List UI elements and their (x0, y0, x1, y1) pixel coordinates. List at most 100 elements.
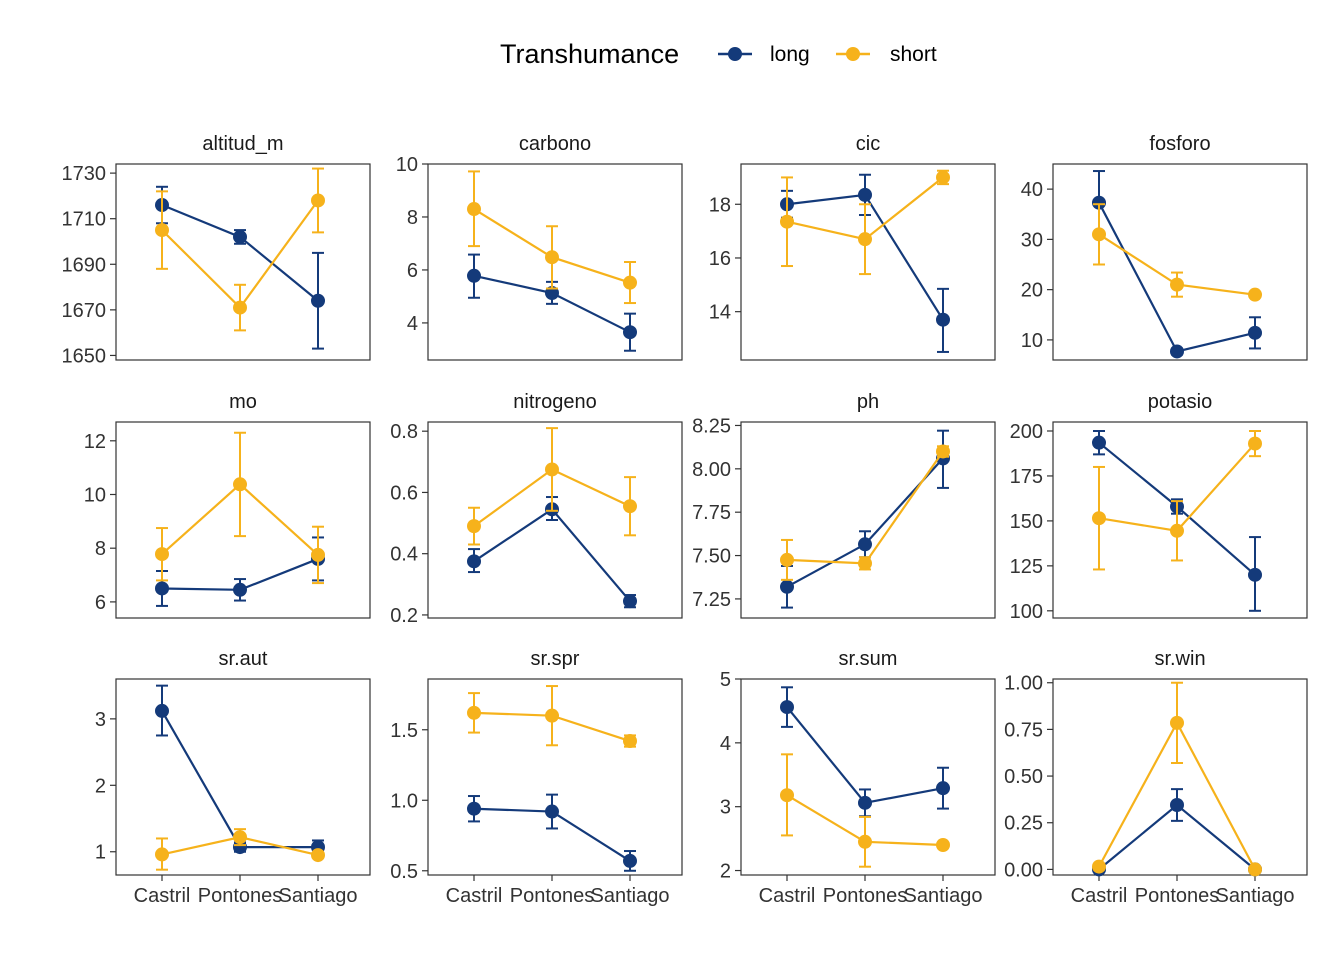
x-tick-label: Pontones (510, 885, 595, 907)
y-tick-label: 1 (95, 842, 106, 864)
legend-key-dot-short (846, 47, 860, 61)
data-point (467, 519, 481, 534)
data-point (155, 547, 169, 562)
data-point (1092, 859, 1106, 874)
y-tick-label: 8.25 (692, 415, 731, 437)
data-point (545, 250, 559, 265)
x-tick-label: Pontones (1135, 885, 1220, 907)
data-point (233, 582, 247, 597)
data-point (233, 830, 247, 845)
data-point (311, 193, 325, 208)
series-short (467, 685, 637, 749)
legend-title: Transhumance (500, 39, 679, 69)
legend-item-long: long (718, 43, 810, 66)
series-short (467, 427, 637, 546)
data-point (1248, 862, 1262, 877)
x-tick-label: Castril (1071, 885, 1128, 907)
data-point (545, 462, 559, 477)
y-tick-label: 0.25 (1004, 813, 1043, 835)
y-tick-label: 0.8 (390, 421, 418, 443)
x-tick-label: Pontones (198, 885, 283, 907)
facet-cic: cic 14 16 18 (709, 133, 996, 361)
data-point (936, 444, 950, 459)
y-tick-label: 175 (1010, 466, 1043, 488)
y-tick-label: 125 (1010, 556, 1043, 578)
series-short (155, 431, 325, 585)
facet-title: cic (856, 133, 880, 155)
x-tick-label: Castril (759, 885, 816, 907)
series-long (155, 536, 325, 607)
facet-nitrogeno: nitrogeno 0.2 0.4 0.6 0.8 (390, 391, 683, 627)
data-point (233, 229, 247, 244)
y-tick-label: 1710 (62, 209, 107, 231)
x-tick-label: Castril (134, 885, 191, 907)
series-line (473, 507, 631, 602)
y-tick-label: 0.4 (390, 544, 418, 566)
y-tick-label: 0.5 (390, 861, 418, 883)
x-tick-label: Santiago (1216, 885, 1295, 907)
data-point (858, 537, 872, 552)
data-point (1170, 277, 1184, 292)
facet-sr-win: sr.win 0.00 0.25 0.50 0.75 1.00 Castril Pontone… (1004, 648, 1308, 907)
series-short (467, 170, 637, 305)
panel-border (427, 678, 683, 876)
y-tick-label: 0.2 (390, 605, 418, 627)
data-point (1092, 435, 1106, 450)
y-tick-label: 7.25 (692, 589, 731, 611)
facet-carbono: carbono 4 6 8 10 (396, 133, 683, 361)
facet-title: fosforo (1149, 133, 1210, 155)
facet-mo: mo 6 8 10 12 (84, 391, 371, 619)
y-tick-label: 0.50 (1004, 766, 1043, 788)
data-point (155, 703, 169, 718)
series-short (155, 828, 325, 871)
panel-border (1052, 421, 1308, 619)
data-point (233, 300, 247, 315)
y-tick-label: 200 (1010, 421, 1043, 443)
data-point (858, 834, 872, 849)
series-short (155, 167, 325, 332)
y-tick-label: 3 (720, 797, 731, 819)
y-tick-label: 8 (407, 207, 418, 229)
data-point (545, 285, 559, 300)
facet-potasio: potasio 100 125 150 175 200 (1010, 391, 1308, 623)
data-point (311, 848, 325, 863)
series-short (1092, 429, 1262, 571)
data-point (545, 804, 559, 819)
series-long (1092, 170, 1262, 359)
data-point (467, 705, 481, 720)
data-point (467, 268, 481, 283)
legend: Transhumance long short (500, 39, 937, 69)
y-tick-label: 6 (95, 592, 106, 614)
series-long (467, 793, 637, 872)
data-point (1092, 195, 1106, 210)
data-point (780, 700, 794, 715)
y-tick-label: 0.00 (1004, 859, 1043, 881)
panel-border (1052, 678, 1308, 876)
data-point (1248, 567, 1262, 582)
y-tick-label: 0.75 (1004, 719, 1043, 741)
y-tick-label: 6 (407, 260, 418, 282)
data-point (858, 187, 872, 202)
facet-title: ph (857, 391, 879, 413)
panel-border (115, 163, 371, 361)
series-long (780, 429, 950, 609)
y-tick-label: 4 (407, 313, 418, 335)
y-tick-label: 1.0 (390, 790, 418, 812)
y-tick-label: 10 (396, 154, 418, 176)
facet-title: nitrogeno (513, 391, 596, 413)
y-tick-label: 30 (1021, 229, 1043, 251)
facet-ph: ph 7.25 7.50 7.75 8.00 8.25 (692, 391, 996, 619)
legend-label-short: short (890, 43, 937, 66)
y-tick-label: 16 (709, 248, 731, 270)
x-tick-label: Santiago (591, 885, 670, 907)
y-tick-label: 1650 (62, 345, 107, 367)
facet-title: sr.win (1154, 648, 1205, 670)
data-point (936, 170, 950, 185)
facet-panels: altitud_m 1650 1670 1690 1710 1730 carbono 4 6 8 1… (62, 133, 1308, 907)
y-tick-label: 4 (720, 733, 731, 755)
facet-altitud-m: altitud_m 1650 1670 1690 1710 1730 (62, 133, 371, 367)
y-tick-label: 7.75 (692, 502, 731, 524)
